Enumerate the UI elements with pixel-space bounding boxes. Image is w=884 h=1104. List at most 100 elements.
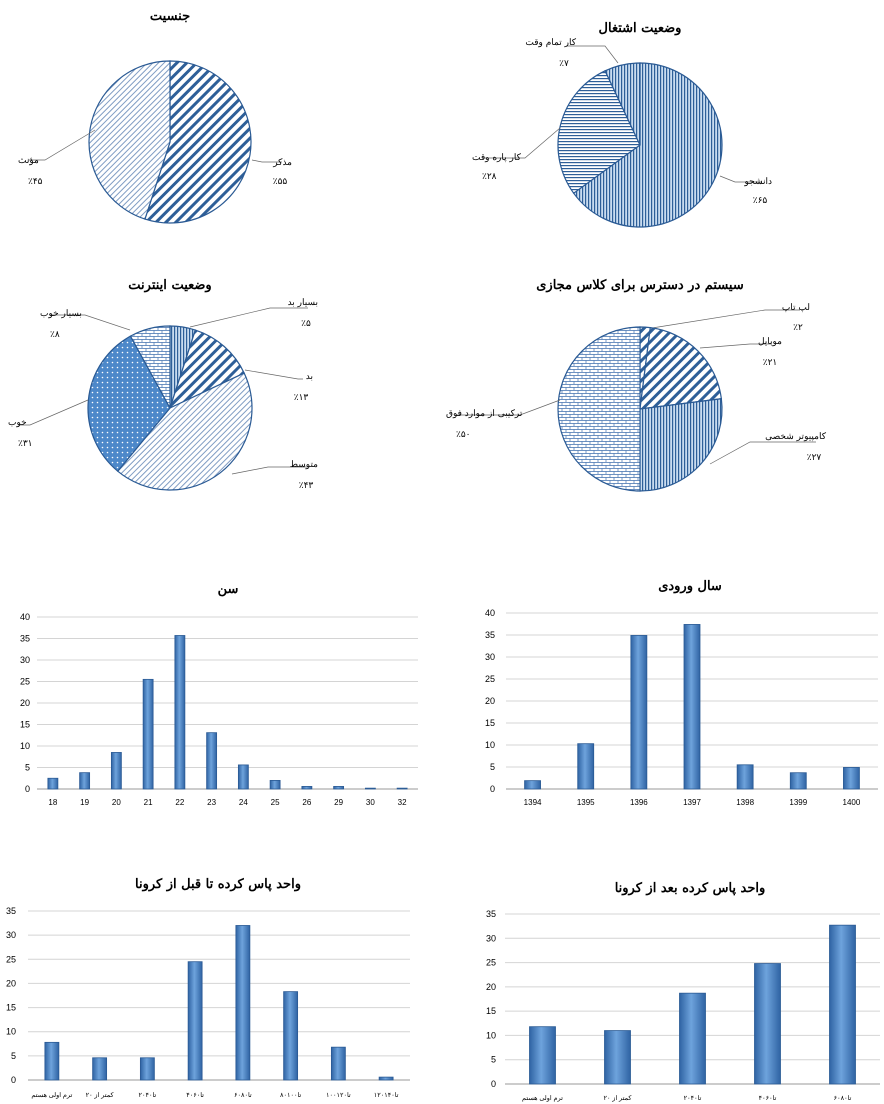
y-tick-label: 25 xyxy=(20,677,30,687)
bar-8 xyxy=(269,780,281,790)
x-tick-label: ۶۰تا۸۰ xyxy=(234,1091,252,1099)
slice-value: ٪۳۱ xyxy=(18,439,33,449)
chart-title: وضعیت اشتغال xyxy=(599,21,682,36)
slice-label: موبایل xyxy=(758,337,782,347)
pie-slice-1 xyxy=(572,62,723,228)
chart-title: وضعیت اینترنت xyxy=(128,278,211,293)
y-tick-label: 20 xyxy=(6,978,16,988)
chart-title: واحد پاس کرده بعد از کرونا xyxy=(615,881,766,896)
pie-chart-gender: جنسیت مذکر ٪۵۵ مؤنث ٪۴۵ xyxy=(18,9,292,224)
slice-label: دانشجو xyxy=(743,177,772,187)
slice-label: مؤنث xyxy=(18,156,39,166)
slice-value: ٪۲۸ xyxy=(482,172,497,182)
slice-value: ٪۵ xyxy=(301,319,311,329)
bar-9 xyxy=(301,786,313,790)
bar-3 xyxy=(139,1057,155,1081)
pie-chart-employment: وضعیت اشتغال دانشجو ٪۶۵ کار پاره وقت ٪۲۸ کار … xyxy=(472,21,772,228)
x-tick-label: 1394 xyxy=(524,798,542,807)
bar-2 xyxy=(577,743,595,790)
leader-line xyxy=(244,369,303,380)
slice-value: ٪۷ xyxy=(559,59,569,69)
y-tick-label: 25 xyxy=(485,674,495,684)
bar-5 xyxy=(235,925,251,1081)
x-tick-label: ۱۰۰تا۱۲۰ xyxy=(326,1091,351,1099)
x-tick-label: 23 xyxy=(207,798,216,807)
bar-6 xyxy=(789,772,807,790)
x-tick-label: 1397 xyxy=(683,798,701,807)
pie-chart-internet: وضعیت اینترنت بسیار بد ٪۵ بد ٪۱۳ متوسط ٪۴۳ خوب ٪… xyxy=(8,278,318,491)
x-tick-label: 32 xyxy=(398,798,407,807)
bar-4 xyxy=(683,624,701,790)
x-tick-label: 26 xyxy=(302,798,311,807)
x-tick-label: 1399 xyxy=(789,798,807,807)
slice-label: لپ تاپ xyxy=(782,303,810,313)
bar-1 xyxy=(529,1026,556,1085)
bar-1 xyxy=(524,780,541,790)
y-tick-label: 35 xyxy=(485,630,495,640)
slice-label: کار تمام وقت xyxy=(525,38,576,48)
x-tick-label: ۲۰تا۴۰ xyxy=(684,1094,702,1102)
bar-7 xyxy=(237,764,249,790)
bar-4 xyxy=(142,678,154,790)
leader-line xyxy=(719,175,762,183)
y-tick-label: 5 xyxy=(25,763,30,773)
bar-4 xyxy=(187,961,203,1081)
y-tick-label: 25 xyxy=(486,958,496,968)
pie-slice-1 xyxy=(144,60,252,224)
y-tick-label: 10 xyxy=(486,1030,496,1040)
y-tick-label: 0 xyxy=(11,1075,16,1085)
x-tick-label: ۴۰تا۶۰ xyxy=(759,1094,777,1102)
slice-label: بسیار خوب xyxy=(40,309,82,319)
pie-slice-3 xyxy=(116,372,253,491)
bar-2 xyxy=(604,1030,631,1085)
pie-slice-5 xyxy=(129,325,171,409)
chart-title: سن xyxy=(218,582,239,597)
x-tick-label: 1395 xyxy=(577,798,595,807)
x-tick-label: 30 xyxy=(366,798,375,807)
y-tick-label: 20 xyxy=(20,698,30,708)
bar-5 xyxy=(829,924,856,1085)
slice-value: ٪۲۱ xyxy=(763,358,778,368)
y-tick-label: 10 xyxy=(485,740,495,750)
pie-slice-2 xyxy=(88,60,171,220)
y-tick-label: 15 xyxy=(20,720,30,730)
bar-1 xyxy=(47,777,59,790)
bar-chart-units_before: واحد پاس کرده تا قبل از کرونا 0 5 10 15 20 25 3… xyxy=(6,877,410,1099)
bar-11 xyxy=(364,787,376,790)
slice-value: ٪۵۵ xyxy=(273,177,288,187)
leader-line xyxy=(18,399,89,426)
y-tick-label: 35 xyxy=(20,634,30,644)
y-tick-label: 35 xyxy=(486,909,496,919)
x-tick-label: 22 xyxy=(175,798,184,807)
bar-7 xyxy=(330,1046,346,1081)
x-tick-label: 19 xyxy=(80,798,89,807)
slice-value: ٪۱۳ xyxy=(294,393,309,403)
bar-chart-entry_year: سال ورودی 0 5 10 15 20 25 30 35 40 1394 1395 1396 139… xyxy=(485,579,878,807)
slice-label: مذکر xyxy=(272,158,292,168)
y-tick-label: 30 xyxy=(20,655,30,665)
y-tick-label: 40 xyxy=(485,608,495,618)
x-tick-label: ۶۰تا۸۰ xyxy=(834,1094,852,1102)
y-tick-label: 5 xyxy=(11,1051,16,1061)
bar-2 xyxy=(79,772,91,790)
slice-label: بد xyxy=(306,372,313,382)
leader-line xyxy=(28,129,96,161)
pie-slice-2 xyxy=(169,329,245,410)
bar-3 xyxy=(110,752,122,790)
x-tick-label: 25 xyxy=(271,798,280,807)
y-tick-label: 0 xyxy=(25,784,30,794)
y-tick-label: 0 xyxy=(490,784,495,794)
y-tick-label: 15 xyxy=(6,1003,16,1013)
pie-slice-4 xyxy=(557,326,641,492)
chart-title: سال ورودی xyxy=(658,579,722,594)
y-tick-label: 35 xyxy=(6,906,16,916)
x-tick-label: 29 xyxy=(334,798,343,807)
pie-slice-3 xyxy=(639,398,723,492)
y-tick-label: 25 xyxy=(6,954,16,964)
slice-value: ٪۸ xyxy=(50,330,60,340)
leader-line xyxy=(251,159,282,163)
y-tick-label: 20 xyxy=(486,982,496,992)
chart-title: واحد پاس کرده تا قبل از کرونا xyxy=(135,877,301,892)
leader-line xyxy=(189,307,308,328)
x-tick-label: ۲۰تا۴۰ xyxy=(138,1091,156,1099)
